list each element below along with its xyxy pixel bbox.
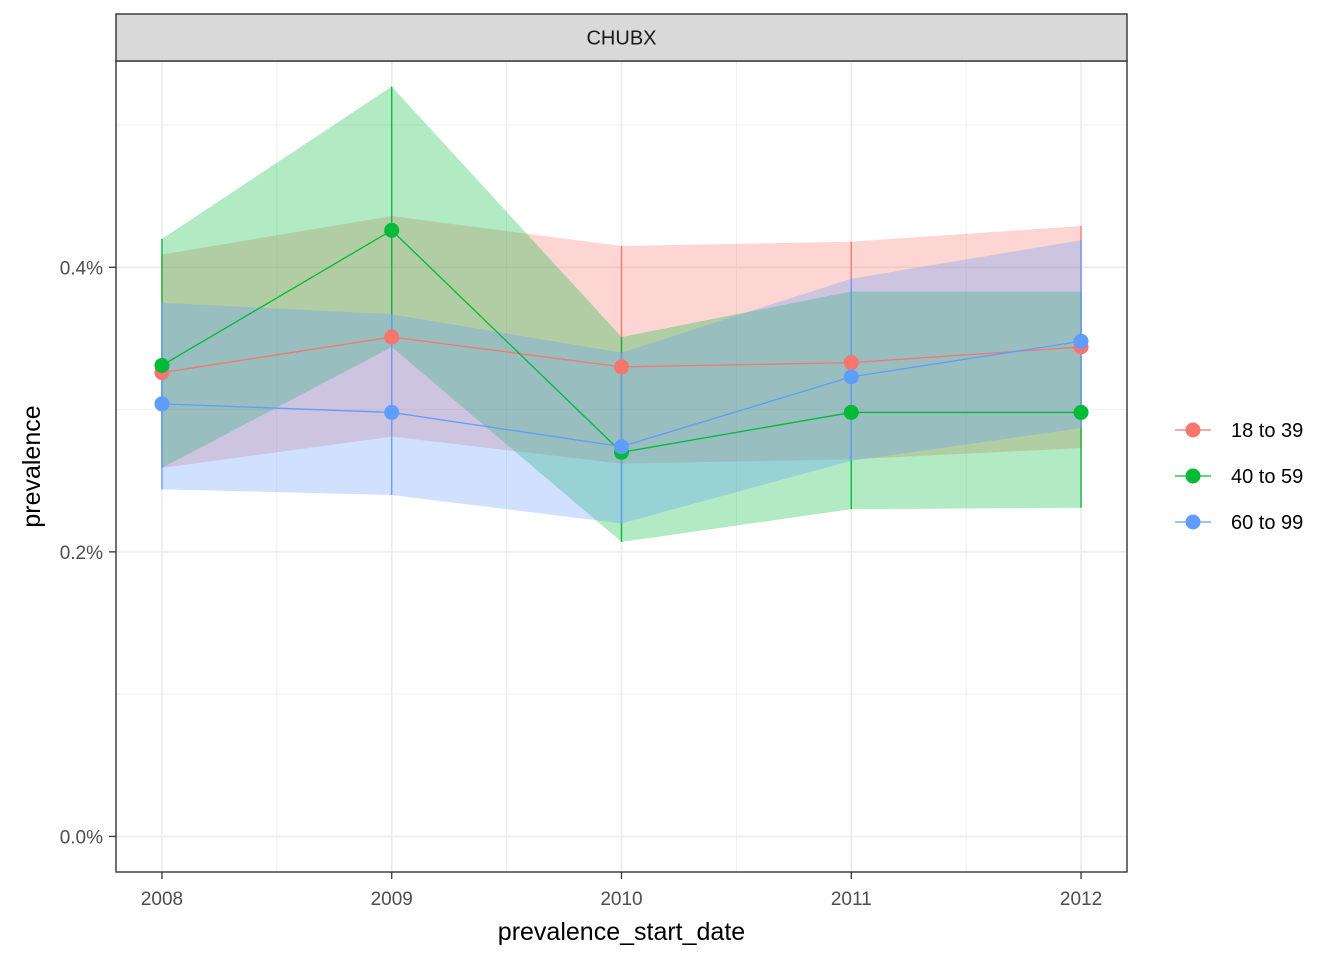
legend: 18 to 39 40 to 59 60 to 99: [1175, 420, 1303, 534]
y-axis-title: prevalence: [18, 405, 46, 527]
data-point: [154, 357, 170, 373]
y-tick-label: 0.2%: [60, 543, 103, 564]
x-tick-label: 2010: [600, 889, 642, 910]
x-tick-label: 2011: [831, 889, 872, 910]
facet-strip-background: [115, 13, 1128, 62]
x-tick-label: 2012: [1060, 889, 1102, 910]
legend-key-point: [1185, 514, 1201, 530]
legend-label: 18 to 39: [1231, 420, 1303, 442]
x-tick-label: 2008: [141, 889, 183, 910]
series-points: [154, 222, 1089, 460]
data-point: [1073, 333, 1089, 349]
plot-panel: [115, 60, 1128, 873]
legend-key-point: [1185, 422, 1201, 438]
data-point: [614, 439, 629, 455]
x-axis: 2008 2009 2010 2011 2012: [141, 872, 1102, 910]
data-point: [843, 404, 859, 420]
legend-label: 60 to 99: [1231, 512, 1303, 534]
data-point: [384, 222, 400, 238]
y-tick-label: 0.4%: [60, 258, 103, 279]
data-point: [154, 396, 170, 412]
facet-label: CHUBX: [586, 28, 656, 50]
data-point: [843, 355, 859, 371]
y-axis: 0.0% 0.2% 0.4%: [60, 258, 116, 848]
legend-key: [1175, 422, 1211, 438]
x-axis-title: prevalence_start_date: [498, 918, 745, 946]
data-point: [384, 404, 400, 420]
legend-key: [1175, 468, 1211, 484]
x-tick-label: 2009: [371, 889, 413, 910]
facet-strip: CHUBX: [115, 13, 1128, 62]
data-point: [614, 359, 629, 375]
data-point: [843, 369, 859, 385]
y-tick-label: 0.0%: [60, 827, 103, 848]
legend-key: [1175, 514, 1211, 530]
legend-key-point: [1185, 468, 1201, 484]
data-point: [1073, 404, 1089, 420]
legend-label: 40 to 59: [1231, 466, 1303, 488]
data-point: [384, 329, 400, 345]
